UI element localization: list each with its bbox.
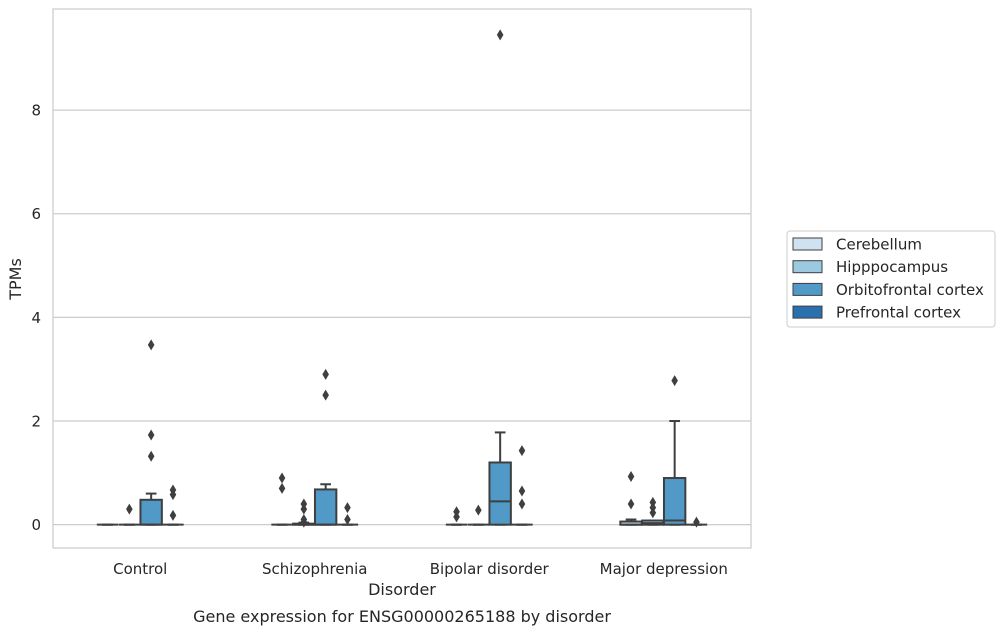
outlier-point [169, 489, 177, 501]
legend-item: Hipppocampus [792, 258, 948, 276]
box [662, 375, 687, 526]
outlier-point [169, 509, 177, 521]
box [313, 368, 338, 526]
outlier-point [278, 482, 286, 494]
chart-caption: Gene expression for ENSG00000265188 by d… [193, 607, 611, 626]
box-body [662, 477, 687, 526]
legend-swatch [792, 237, 823, 251]
legend-label: Cerebellum [836, 236, 922, 254]
legend-swatch [792, 282, 823, 296]
box-body [139, 498, 163, 526]
tick-labels: 0 2 4 6 8 Control Schizophrenia Bipolar disorde… [31, 102, 727, 578]
legend-item: Prefrontal cortex [792, 304, 961, 322]
outlier-point [322, 389, 329, 401]
y-tick-label: 0 [31, 516, 41, 534]
outlier-point [300, 516, 308, 528]
outlier-point [627, 470, 635, 482]
outlier-point [126, 503, 133, 515]
outlier-point [475, 504, 482, 516]
y-tick-label: 2 [31, 413, 41, 431]
outlier-point [300, 503, 308, 515]
outlier-point [627, 498, 635, 510]
y-tick-label: 6 [31, 205, 41, 223]
box [445, 506, 468, 526]
outlier-point [344, 502, 351, 514]
box [271, 472, 293, 526]
x-tick-label: Schizophrenia [262, 560, 367, 578]
x-axis-label: Disorder [368, 580, 436, 599]
box [511, 445, 533, 526]
box [685, 516, 708, 528]
x-tick-label: Control [113, 560, 167, 578]
boxes [96, 29, 708, 528]
y-axis-label: TPMs [6, 258, 25, 301]
legend-label: Prefrontal cortex [836, 304, 961, 322]
outlier-point [671, 375, 678, 387]
box [118, 503, 141, 526]
box [467, 504, 490, 526]
grid [53, 109, 751, 526]
legend-item: Cerebellum [792, 236, 922, 254]
outlier-point [496, 29, 504, 41]
box [292, 498, 316, 528]
legend-swatch [792, 305, 823, 319]
box [162, 484, 184, 526]
legend: Cerebellum Hipppocampus Orbitofrontal cort… [786, 230, 996, 328]
outlier-point [278, 472, 286, 484]
box-body [313, 488, 338, 526]
box [336, 502, 359, 526]
legend-item: Orbitofrontal cortex [792, 281, 984, 299]
legend-label: Hipppocampus [836, 258, 948, 276]
legend-frame [786, 230, 996, 328]
outlier-point [453, 511, 460, 523]
outlier-point [344, 513, 351, 525]
outlier-point [147, 429, 155, 441]
box-body [488, 461, 512, 526]
box [139, 339, 163, 526]
box [641, 496, 665, 526]
outlier-point [649, 507, 657, 519]
outlier-point [147, 450, 155, 462]
legend-swatch [792, 260, 823, 274]
y-tick-label: 4 [31, 309, 41, 327]
plot-frame [52, 8, 752, 549]
outlier-point [518, 485, 526, 497]
box [619, 470, 643, 526]
outlier-point [518, 498, 526, 510]
outlier-point [322, 368, 329, 380]
outlier-point [693, 516, 700, 528]
legend-label: Orbitofrontal cortex [836, 281, 984, 299]
x-tick-label: Major depression [600, 560, 728, 578]
outlier-point [518, 445, 526, 457]
box [488, 29, 512, 526]
outlier-point [147, 339, 155, 351]
x-tick-label: Bipolar disorder [430, 560, 550, 578]
y-tick-label: 8 [31, 102, 41, 120]
